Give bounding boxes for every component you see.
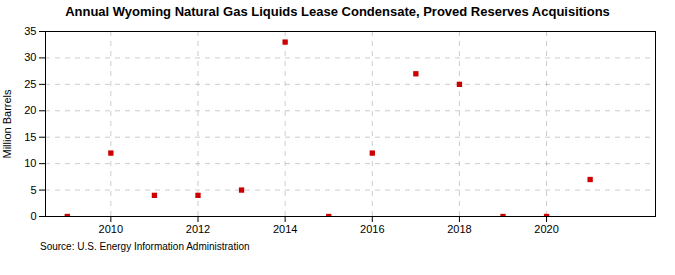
svg-text:15: 15 xyxy=(24,131,36,143)
svg-text:2012: 2012 xyxy=(186,223,210,235)
svg-text:30: 30 xyxy=(24,51,36,63)
html-text:Source: U.S. Energy Informatio: Source: U.S. Energy Information Administ… xyxy=(40,241,250,252)
svg-text:25: 25 xyxy=(24,78,36,90)
svg-text:5: 5 xyxy=(30,184,36,196)
svg-text:0: 0 xyxy=(30,210,36,222)
html-text:Annual Wyoming Natural Gas Liq: Annual Wyoming Natural Gas Liquids Lease… xyxy=(65,4,610,19)
svg-text:2010: 2010 xyxy=(99,223,123,235)
svg-text:2020: 2020 xyxy=(534,223,558,235)
svg-text:2014: 2014 xyxy=(273,223,297,235)
svg-text:35: 35 xyxy=(24,25,36,37)
svg-text:10: 10 xyxy=(24,157,36,169)
svg-text:Million Barrels: Million Barrels xyxy=(1,89,13,159)
svg-text:20: 20 xyxy=(24,104,36,116)
svg-text:2016: 2016 xyxy=(360,223,384,235)
svg-text:2018: 2018 xyxy=(447,223,471,235)
